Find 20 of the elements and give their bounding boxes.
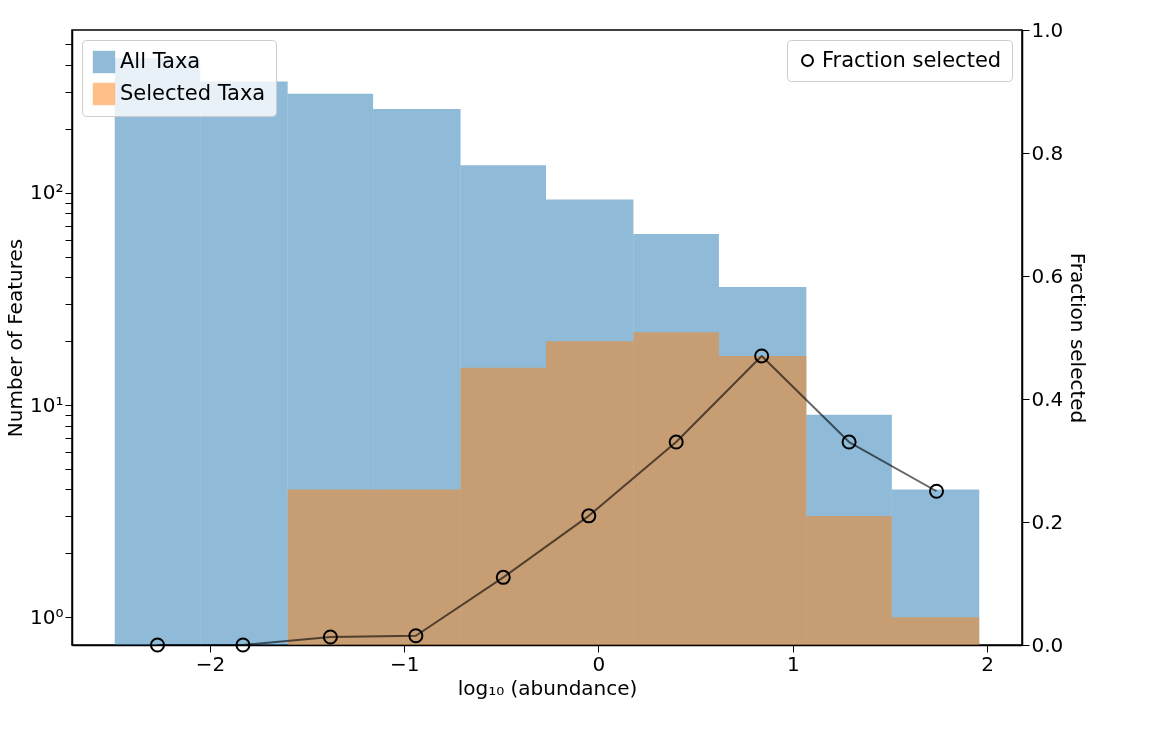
legend-label: Selected Taxa bbox=[120, 81, 266, 105]
y2-tick-label: 0.2 bbox=[1031, 509, 1064, 534]
legend-label: Fraction selected bbox=[822, 47, 1002, 72]
y2-tick-label: 0.4 bbox=[1031, 386, 1064, 411]
y2-tick-label: 1.0 bbox=[1031, 17, 1064, 42]
y-tick-label: 10⁰ bbox=[30, 604, 64, 629]
x-tick-label: −1 bbox=[389, 651, 420, 676]
y2-tick-label: 0.6 bbox=[1031, 263, 1064, 288]
x-tick-label: 1 bbox=[786, 651, 800, 676]
legend-label: All Taxa bbox=[120, 49, 201, 73]
x-tick-label: 0 bbox=[592, 651, 606, 676]
y-tick-label: 10² bbox=[30, 180, 64, 205]
y2-tick-label: 0.8 bbox=[1031, 140, 1064, 165]
x-tick-label: 2 bbox=[981, 651, 994, 676]
x-tick-label: −2 bbox=[195, 651, 226, 676]
y-tick-label: 10¹ bbox=[30, 392, 64, 417]
y2-axis-title: Fraction selected bbox=[1066, 252, 1091, 424]
y-axis-title: Number of Features bbox=[3, 238, 28, 438]
x-axis-title: log₁₀ (abundance) bbox=[457, 675, 638, 700]
y2-tick-label: 0.0 bbox=[1031, 632, 1064, 657]
